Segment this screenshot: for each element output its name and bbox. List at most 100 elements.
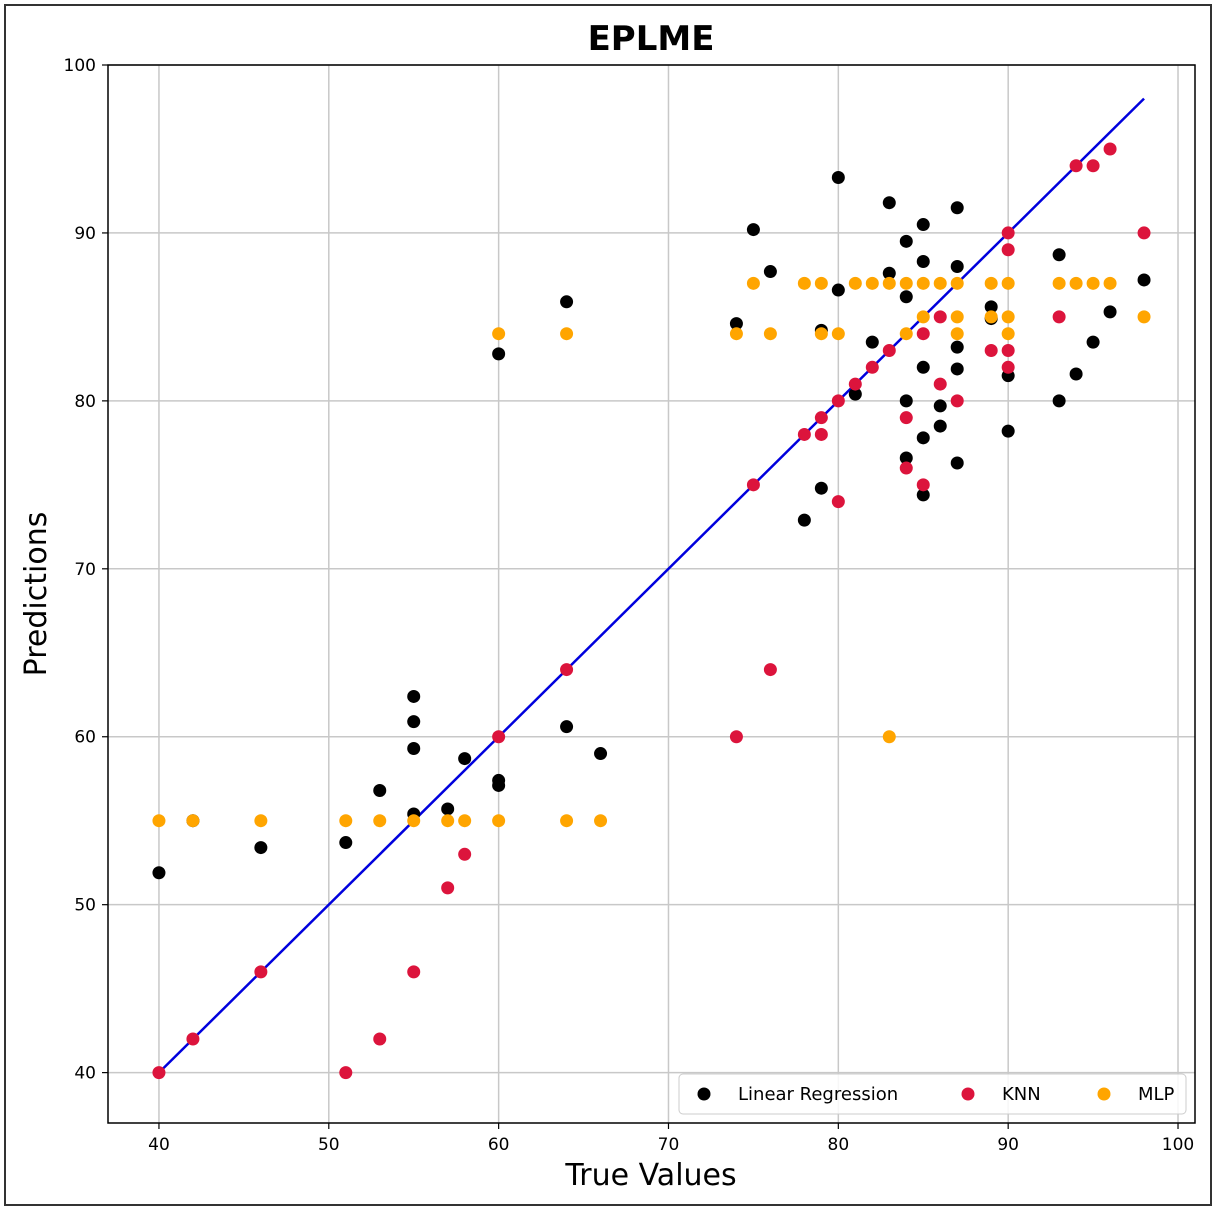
data-point xyxy=(594,747,608,761)
data-point xyxy=(1001,276,1015,290)
data-point xyxy=(729,730,743,744)
data-point xyxy=(339,814,353,828)
data-point xyxy=(916,478,930,492)
data-point xyxy=(1103,305,1117,319)
legend-label-mlp: MLP xyxy=(1138,1084,1175,1105)
data-point xyxy=(458,814,472,828)
x-tick-label: 40 xyxy=(148,1135,170,1155)
data-point xyxy=(916,360,930,374)
legend-marker-mlp xyxy=(1097,1087,1111,1101)
data-point xyxy=(814,327,828,341)
x-axis-ticks: 40 50 60 70 80 90 100 xyxy=(148,1123,1194,1155)
legend-box xyxy=(678,1073,1187,1115)
data-point xyxy=(899,394,913,408)
data-point xyxy=(1086,159,1100,173)
data-point xyxy=(933,276,947,290)
data-point xyxy=(763,265,777,279)
y-axis-label: Predictions xyxy=(19,512,54,677)
x-tick-label: 50 xyxy=(318,1135,340,1155)
data-point xyxy=(848,387,862,401)
data-point xyxy=(831,394,845,408)
data-point xyxy=(1052,310,1066,324)
series-linear-regression xyxy=(152,171,1151,880)
plot-area-border xyxy=(107,64,1196,1124)
y-tick-label: 70 xyxy=(74,560,96,580)
data-point xyxy=(950,201,964,215)
data-point xyxy=(882,266,896,280)
data-point xyxy=(492,347,506,361)
data-point xyxy=(1001,360,1015,374)
data-point xyxy=(950,310,964,324)
data-point xyxy=(916,276,930,290)
grid-lines xyxy=(108,64,1195,1123)
data-point xyxy=(186,814,200,828)
legend-label-knn: KNN xyxy=(1002,1084,1041,1105)
data-point xyxy=(882,730,896,744)
data-point xyxy=(899,451,913,465)
reference-line-group xyxy=(158,97,1145,1074)
data-point xyxy=(763,327,777,341)
data-point xyxy=(594,814,608,828)
data-point xyxy=(492,814,506,828)
data-point xyxy=(560,720,574,734)
data-point xyxy=(831,283,845,297)
data-point xyxy=(899,461,913,475)
data-point xyxy=(848,377,862,391)
data-point xyxy=(865,335,879,349)
data-point xyxy=(916,218,930,232)
data-point xyxy=(950,260,964,274)
data-point xyxy=(899,234,913,248)
data-point xyxy=(814,427,828,441)
data-point xyxy=(933,419,947,433)
data-point xyxy=(1069,367,1083,381)
y-tick-label: 50 xyxy=(74,896,96,916)
data-point xyxy=(746,223,760,237)
data-point xyxy=(407,814,421,828)
data-point xyxy=(1086,335,1100,349)
x-tick-label: 80 xyxy=(828,1135,850,1155)
figure-frame xyxy=(4,4,1212,1206)
legend: Linear Regression KNN MLP xyxy=(678,1073,1187,1115)
data-point xyxy=(560,295,574,309)
data-point xyxy=(831,327,845,341)
series-mlp xyxy=(152,276,1151,828)
data-point xyxy=(729,317,743,331)
data-point xyxy=(916,310,930,324)
data-point xyxy=(933,377,947,391)
data-point xyxy=(186,1032,200,1046)
data-point xyxy=(1001,424,1015,438)
data-point xyxy=(882,196,896,210)
data-point xyxy=(560,327,574,341)
data-point xyxy=(373,783,387,797)
data-point xyxy=(950,327,964,341)
series-knn xyxy=(152,142,1151,1080)
data-point xyxy=(152,1066,166,1080)
data-point xyxy=(729,327,743,341)
data-point xyxy=(152,866,166,880)
y-tick-label: 90 xyxy=(74,224,96,244)
data-point xyxy=(814,411,828,425)
data-point xyxy=(746,276,760,290)
data-point xyxy=(458,847,472,861)
data-point xyxy=(797,276,811,290)
data-point xyxy=(950,276,964,290)
data-point xyxy=(1137,226,1151,240)
data-point xyxy=(950,456,964,470)
data-point xyxy=(441,814,455,828)
data-point xyxy=(407,742,421,756)
data-point xyxy=(916,254,930,268)
data-point xyxy=(984,310,998,324)
data-point xyxy=(831,171,845,185)
data-point xyxy=(1001,310,1015,324)
data-points xyxy=(152,142,1151,1080)
data-point xyxy=(1086,276,1100,290)
data-point xyxy=(899,411,913,425)
data-point xyxy=(407,715,421,729)
data-point xyxy=(916,431,930,445)
data-point xyxy=(1137,310,1151,324)
data-point xyxy=(950,394,964,408)
data-point xyxy=(1001,243,1015,257)
data-point xyxy=(373,1032,387,1046)
data-point xyxy=(763,663,777,677)
data-point xyxy=(1052,276,1066,290)
